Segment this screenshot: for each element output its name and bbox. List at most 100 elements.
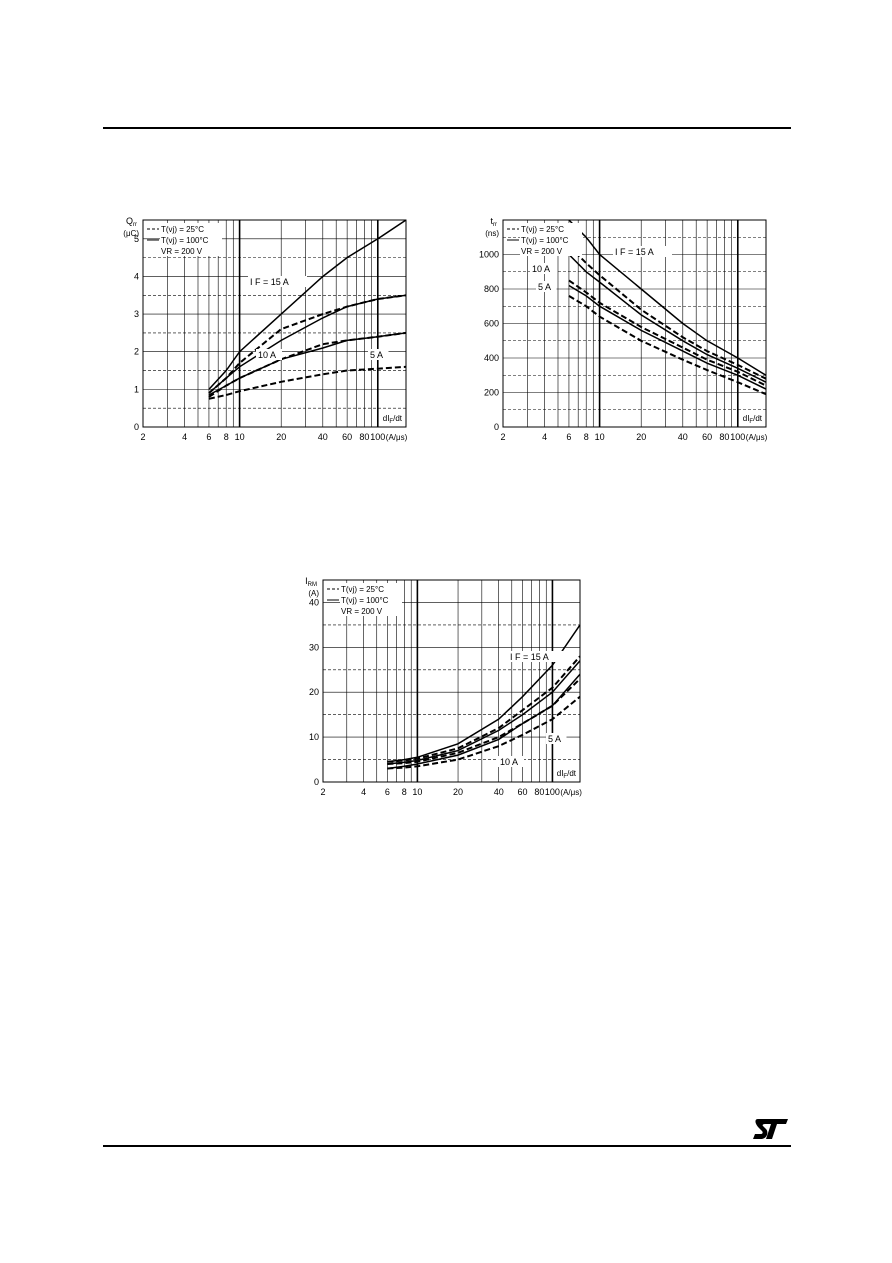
legend-bg bbox=[160, 223, 222, 234]
x-tick-label: 60 bbox=[517, 787, 527, 797]
x-tick-label: 20 bbox=[636, 432, 646, 442]
y-axis-label: IRM bbox=[305, 576, 317, 588]
x-tick-label: 80 bbox=[719, 432, 729, 442]
x-tick-label: 10 bbox=[412, 787, 422, 797]
y-tick-label: 0 bbox=[494, 422, 499, 432]
x-axis-label-main: dI bbox=[743, 414, 750, 423]
x-tick-label: 2 bbox=[140, 432, 145, 442]
y-tick-label: 10 bbox=[309, 732, 319, 742]
x-tick-label: 4 bbox=[182, 432, 187, 442]
plot-frame bbox=[142, 219, 407, 428]
legend-entry: T(vj) = 25°C bbox=[341, 585, 384, 594]
y-tick-label: 2 bbox=[134, 347, 139, 357]
qrr-chart: 0 1 2 3 4 5 2 4 6 8 10 20 40 60 80 100 (A/μs) Qrr(μC) dIF/… bbox=[123, 216, 408, 442]
x-axis-label: dIF/dt bbox=[557, 769, 577, 780]
x-tick-label: 40 bbox=[494, 787, 504, 797]
series-line bbox=[208, 332, 407, 396]
series-line bbox=[568, 219, 767, 376]
x-tick-label: 6 bbox=[206, 432, 211, 442]
series-line bbox=[387, 673, 581, 770]
legend-entry: VR = 200 V bbox=[341, 607, 383, 616]
annotation-bg bbox=[498, 756, 524, 767]
annotation-label: 10 A bbox=[258, 350, 276, 360]
legend-entry: T(vj) = 100°C bbox=[341, 596, 389, 605]
legend-bg bbox=[520, 245, 582, 256]
x-unit-label: (A/μs) bbox=[746, 433, 768, 442]
x-tick-label: 6 bbox=[566, 432, 571, 442]
annotation-bg bbox=[530, 263, 556, 274]
header-rule bbox=[103, 127, 791, 129]
x-axis-label-sub: F bbox=[563, 774, 567, 780]
annotation-bg bbox=[613, 246, 672, 257]
x-tick-label: 60 bbox=[342, 432, 352, 442]
legend-bg bbox=[520, 234, 582, 245]
x-axis-label-tail: /dt bbox=[567, 769, 577, 778]
x-tick-label: 8 bbox=[584, 432, 589, 442]
annotation-label: 10 A bbox=[532, 264, 550, 274]
x-tick-label: 80 bbox=[359, 432, 369, 442]
y-axis-label-sub: rr bbox=[133, 222, 137, 228]
annotation-label: 5 A bbox=[538, 282, 551, 292]
series-line bbox=[208, 219, 407, 390]
y-tick-label: 30 bbox=[309, 642, 319, 652]
x-axis-label-tail: /dt bbox=[753, 414, 763, 423]
series-line bbox=[208, 294, 407, 394]
legend-entry: T(vj) = 25°C bbox=[161, 225, 204, 234]
footer-rule bbox=[103, 1145, 791, 1147]
annotation-bg bbox=[248, 276, 307, 287]
x-tick-label: 8 bbox=[402, 787, 407, 797]
y-tick-label: 0 bbox=[314, 777, 319, 787]
annotation-label: I F = 15 A bbox=[615, 247, 654, 257]
legend-bg bbox=[340, 605, 402, 616]
trr-chart: 0 200 400 600 800 1000 2 4 6 8 10 20 40 60 80 100 (A/μs)… bbox=[479, 216, 768, 442]
annotation-bg bbox=[546, 733, 567, 744]
plot-frame bbox=[322, 579, 581, 783]
x-tick-label: 100 bbox=[370, 432, 385, 442]
legend-entry: VR = 200 V bbox=[161, 247, 203, 256]
series-line bbox=[568, 279, 767, 387]
legend-bg bbox=[520, 223, 582, 234]
series-line bbox=[208, 365, 407, 400]
legend-bg bbox=[160, 234, 222, 245]
st-logo: ST bbox=[753, 1119, 788, 1139]
x-tick-label: 10 bbox=[595, 432, 605, 442]
series-line bbox=[387, 695, 581, 770]
series-line bbox=[387, 655, 581, 763]
y-tick-label: 40 bbox=[309, 597, 319, 607]
annotation-label: 10 A bbox=[500, 757, 518, 767]
x-tick-label: 20 bbox=[276, 432, 286, 442]
y-axis-unit: (μC) bbox=[123, 229, 139, 238]
y-axis-unit: (A) bbox=[308, 589, 319, 598]
y-tick-label: 1000 bbox=[479, 250, 499, 260]
y-tick-label: 4 bbox=[134, 271, 139, 281]
y-tick-label: 1 bbox=[134, 384, 139, 394]
y-axis-label: trr bbox=[490, 216, 497, 228]
y-axis-label-sub: RM bbox=[308, 582, 317, 588]
series-line bbox=[568, 295, 767, 396]
x-tick-label: 40 bbox=[678, 432, 688, 442]
x-axis-label-tail: /dt bbox=[393, 414, 403, 423]
y-tick-label: 0 bbox=[134, 422, 139, 432]
legend-bg bbox=[340, 583, 402, 594]
x-axis-label-sub: F bbox=[749, 419, 753, 425]
legend-entry: T(vj) = 100°C bbox=[161, 236, 209, 245]
annotation-bg bbox=[368, 349, 389, 360]
annotation-label: I F = 15 A bbox=[510, 652, 549, 662]
annotation-label: 5 A bbox=[370, 350, 383, 360]
y-tick-label: 200 bbox=[484, 388, 499, 398]
y-tick-label: 400 bbox=[484, 353, 499, 363]
annotation-bg bbox=[536, 281, 557, 292]
x-unit-label: (A/μs) bbox=[560, 788, 582, 797]
y-tick-label: 600 bbox=[484, 319, 499, 329]
y-tick-label: 20 bbox=[309, 687, 319, 697]
y-tick-label: 5 bbox=[134, 234, 139, 244]
plot-frame bbox=[502, 219, 767, 428]
x-axis-label: dIF/dt bbox=[383, 414, 403, 425]
y-axis-unit: (ns) bbox=[485, 229, 499, 238]
x-tick-label: 4 bbox=[542, 432, 547, 442]
annotation-label: I F = 15 A bbox=[250, 277, 289, 287]
y-axis-label: Qrr bbox=[126, 216, 137, 228]
x-unit-label: (A/μs) bbox=[386, 433, 408, 442]
x-tick-label: 10 bbox=[235, 432, 245, 442]
series-line bbox=[568, 245, 767, 380]
